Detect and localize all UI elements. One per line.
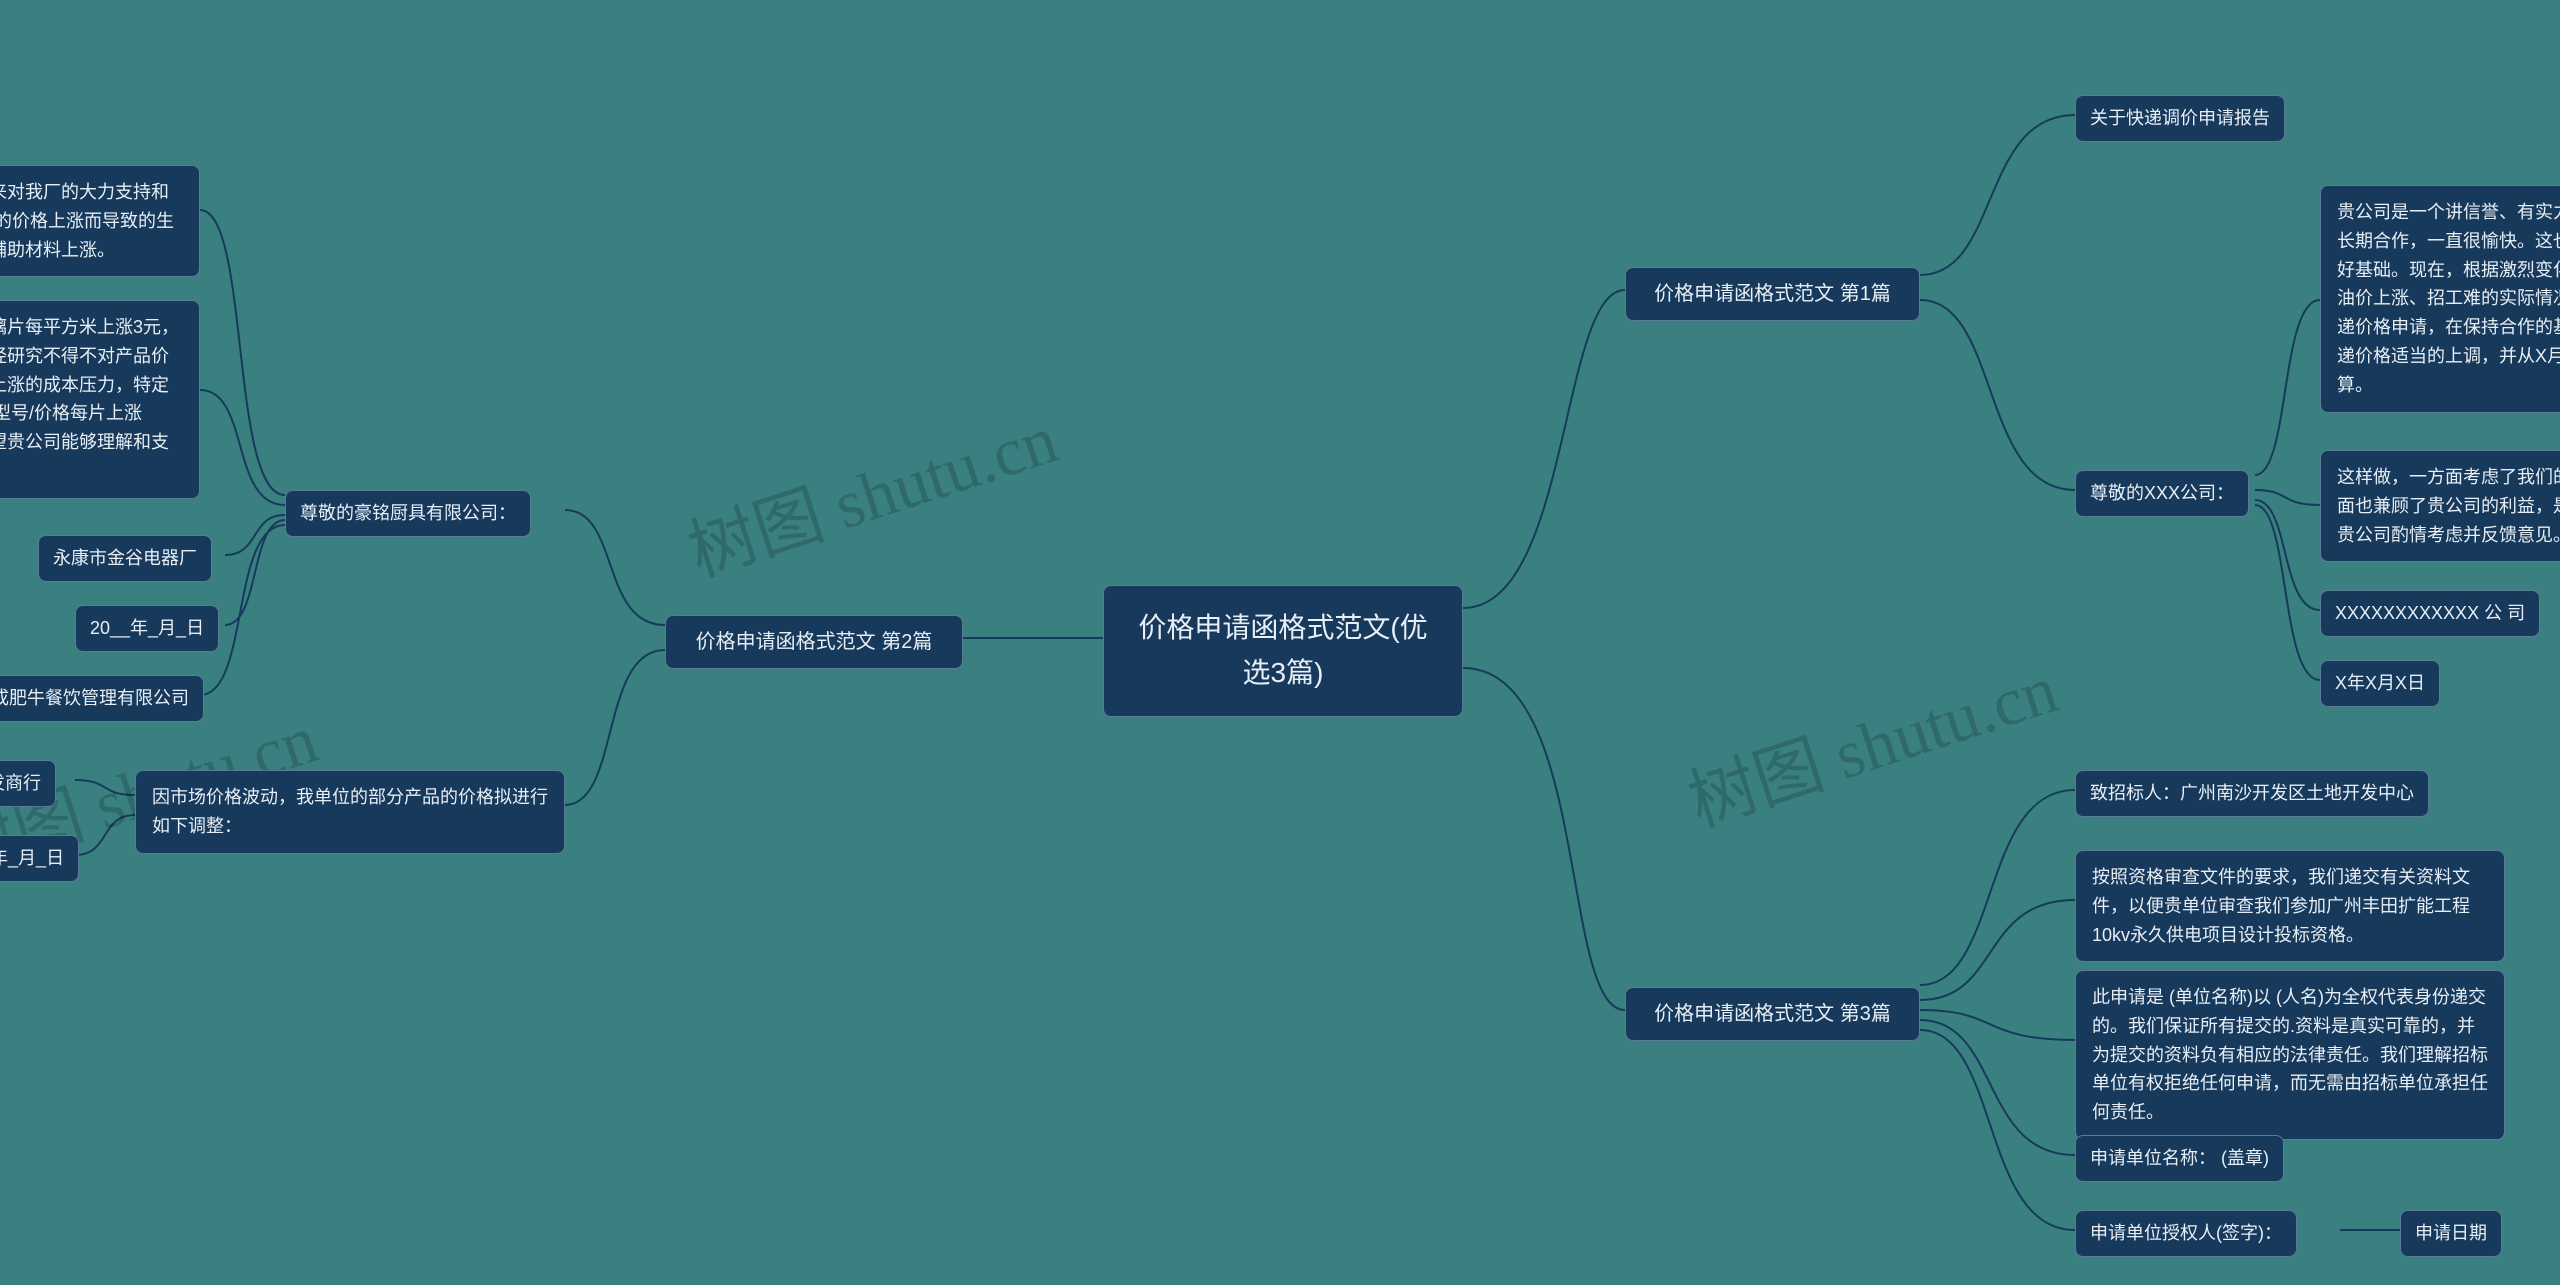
b2-subA: 尊敬的豪铭厨具有限公司： [285, 490, 531, 537]
b3-l3: 此申请是 (单位名称)以 (人名)为全权代表身份递交的。我们保证所有提交的.资料… [2075, 970, 2505, 1140]
b1-sub-s3: XXXXXXXXXXXX 公 司 [2320, 590, 2540, 637]
watermark: 树图 shutu.cn [1674, 633, 2067, 845]
b3-l4: 申请单位名称： (盖章) [2075, 1135, 2284, 1182]
b2-subA-a3: 永康市金谷电器厂 [38, 535, 212, 582]
b1-sub-s4: X年X月X日 [2320, 660, 2440, 707]
b1-sub-s1: 贵公司是一个讲信誉、有实力的大公司，我两公司长期合作，一直很愉快。这也是我们今后… [2320, 185, 2560, 413]
b3-l1: 致招标人：广州南沙开发区土地开发中心 [2075, 770, 2429, 817]
branch-1: 价格申请函格式范文 第1篇 [1625, 267, 1920, 321]
branch-2-label: 价格申请函格式范文 第2篇 [696, 626, 933, 658]
b2-subB-b2: 20__年_月_日 [0, 835, 79, 882]
b2-subA-a4: 20__年_月_日 [75, 605, 219, 652]
b2-subB-b1: 单位名称：冯氏辣椒批发商行 [0, 760, 56, 807]
branch-2: 价格申请函格式范文 第2篇 [665, 615, 963, 669]
branch-3-label: 价格申请函格式范文 第3篇 [1654, 998, 1891, 1030]
b2-subA-a5: 福成肥牛餐饮管理有限公司 [0, 675, 204, 722]
b1-sub: 尊敬的XXX公司： [2075, 470, 2249, 517]
b3-l2: 按照资格审查文件的要求，我们递交有关资料文件，以便贵单位审查我们参加广州丰田扩能… [2075, 850, 2505, 962]
b1-leaf-1: 关于快递调价申请报告 [2075, 95, 2285, 142]
root-label: 价格申请函格式范文(优选3篇) [1132, 606, 1434, 696]
b2-subA-a2: 特别是原材的上升：玻璃片每平方米上涨3元，员工工价每年上涨，现经研究不得不对产品… [0, 300, 200, 499]
watermark: 树图 shutu.cn [674, 383, 1067, 595]
branch-1-label: 价格申请函格式范文 第1篇 [1654, 278, 1891, 310]
b2-subA-a1: 首先感谢贵公司一直以来对我厂的大力支持和帮助。 由于近期原材料的价格上涨而导致的… [0, 165, 200, 277]
mindmap-root: 价格申请函格式范文(优选3篇) [1103, 585, 1463, 717]
b1-sub-s2: 这样做，一方面考虑了我们的成本负因素，另一方面也兼顾了贵公司的利益，是一个双赢的… [2320, 450, 2560, 562]
branch-3: 价格申请函格式范文 第3篇 [1625, 987, 1920, 1041]
b3-l5b: 申请日期 [2400, 1210, 2502, 1257]
b2-subB: 因市场价格波动，我单位的部分产品的价格拟进行如下调整： [135, 770, 565, 854]
b3-l5: 申请单位授权人(签字)： [2075, 1210, 2297, 1257]
